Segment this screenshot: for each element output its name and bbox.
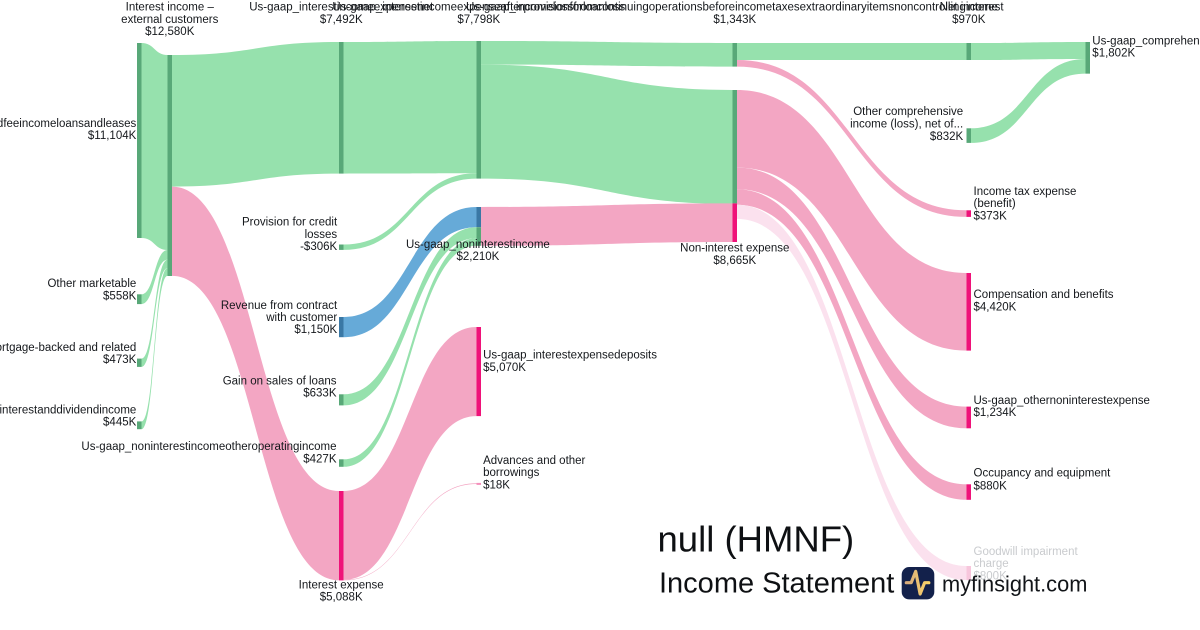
svg-text:$2,210K: $2,210K bbox=[456, 251, 499, 263]
svg-text:Other comprehensive: Other comprehensive bbox=[853, 106, 963, 118]
svg-text:Interest income –: Interest income – bbox=[126, 2, 215, 14]
svg-text:Mortgage-backed and related: Mortgage-backed and related bbox=[0, 342, 136, 354]
svg-text:$8,665K: $8,665K bbox=[713, 255, 756, 267]
svg-text:Non-interest expense: Non-interest expense bbox=[680, 243, 789, 255]
svg-text:Occupancy and equipment: Occupancy and equipment bbox=[974, 468, 1112, 480]
svg-text:Us-gaap_othernoninterestexpens: Us-gaap_othernoninterestexpense bbox=[974, 395, 1150, 407]
svg-text:Net income: Net income bbox=[940, 2, 998, 14]
svg-text:$12,580K: $12,580K bbox=[145, 26, 195, 38]
svg-text:$5,088K: $5,088K bbox=[320, 592, 363, 604]
svg-text:Gain on sales of loans: Gain on sales of loans bbox=[223, 376, 337, 388]
svg-text:with customer: with customer bbox=[265, 312, 337, 324]
svg-text:Us-gaap_interestandfeeincomelo: Us-gaap_interestandfeeincomeloansandleas… bbox=[0, 118, 137, 130]
svg-text:$373K: $373K bbox=[974, 211, 1008, 223]
svg-text:$1,150K: $1,150K bbox=[294, 324, 337, 336]
svg-text:Us-gaap_incomelossfromcontinui: Us-gaap_incomelossfromcontinuingoperatio… bbox=[466, 2, 1004, 14]
svg-text:$558K: $558K bbox=[103, 290, 137, 302]
svg-text:(benefit): (benefit) bbox=[974, 198, 1016, 210]
svg-text:Compensation and benefits: Compensation and benefits bbox=[974, 289, 1114, 301]
svg-text:$18K: $18K bbox=[483, 479, 510, 491]
svg-text:$5,070K: $5,070K bbox=[483, 362, 526, 374]
svg-text:Advances and other: Advances and other bbox=[483, 455, 585, 467]
svg-text:$1,234K: $1,234K bbox=[974, 407, 1017, 419]
svg-text:borrowings: borrowings bbox=[483, 467, 539, 479]
svg-text:$11,104K: $11,104K bbox=[88, 130, 137, 142]
svg-text:$1,343K: $1,343K bbox=[713, 14, 756, 26]
svg-text:external customers: external customers bbox=[121, 14, 218, 26]
svg-text:Other marketable: Other marketable bbox=[47, 278, 136, 290]
svg-text:Us-gaap_noninterestincomeother: Us-gaap_noninterestincomeotheroperatingi… bbox=[81, 441, 336, 453]
svg-text:losses: losses bbox=[305, 229, 338, 241]
svg-text:myfinsight.com: myfinsight.com bbox=[942, 572, 1087, 597]
svg-text:Us-gaap_interestexpensedeposit: Us-gaap_interestexpensedeposits bbox=[483, 350, 657, 362]
svg-text:$7,798K: $7,798K bbox=[457, 14, 500, 26]
svg-text:Goodwill impairment: Goodwill impairment bbox=[974, 546, 1079, 558]
svg-text:$832K: $832K bbox=[930, 131, 964, 143]
svg-text:$4,420K: $4,420K bbox=[974, 301, 1017, 313]
svg-text:$880K: $880K bbox=[974, 480, 1008, 492]
svg-text:$473K: $473K bbox=[103, 354, 137, 366]
svg-text:null (HMNF): null (HMNF) bbox=[658, 519, 855, 560]
svg-text:Us-gaap_noninterestincome: Us-gaap_noninterestincome bbox=[406, 239, 550, 251]
svg-text:Revenue from contract: Revenue from contract bbox=[221, 300, 338, 312]
svg-text:Provision for credit: Provision for credit bbox=[242, 217, 338, 229]
svg-text:$970K: $970K bbox=[952, 14, 986, 26]
svg-text:Us-gaap_interestincomeexpensea: Us-gaap_interestincomeexpenseafterprovis… bbox=[332, 2, 625, 14]
svg-text:$800K: $800K bbox=[974, 570, 1008, 582]
svg-text:$427K: $427K bbox=[303, 454, 337, 466]
svg-text:$445K: $445K bbox=[103, 417, 137, 429]
svg-text:Us-gaap_interestincomeexpensen: Us-gaap_interestincomeexpensenet bbox=[249, 2, 434, 14]
svg-text:-$306K: -$306K bbox=[300, 241, 337, 253]
svg-text:charge: charge bbox=[974, 558, 1009, 570]
svg-text:Interest expense: Interest expense bbox=[299, 579, 384, 591]
svg-text:income (loss), net of...: income (loss), net of... bbox=[850, 119, 963, 131]
svg-text:Us-gaap_interestanddividendinc: Us-gaap_interestanddividendincome bbox=[0, 405, 136, 417]
svg-text:Income tax expense: Income tax expense bbox=[974, 186, 1077, 198]
svg-text:$633K: $633K bbox=[303, 388, 337, 400]
svg-text:$1,802K: $1,802K bbox=[1092, 48, 1135, 60]
svg-text:Income Statement: Income Statement bbox=[659, 568, 894, 600]
svg-text:Us-gaap_comprehensiveincomenet: Us-gaap_comprehensiveincomenetoftax bbox=[1092, 35, 1200, 47]
svg-text:$7,492K: $7,492K bbox=[320, 14, 363, 26]
